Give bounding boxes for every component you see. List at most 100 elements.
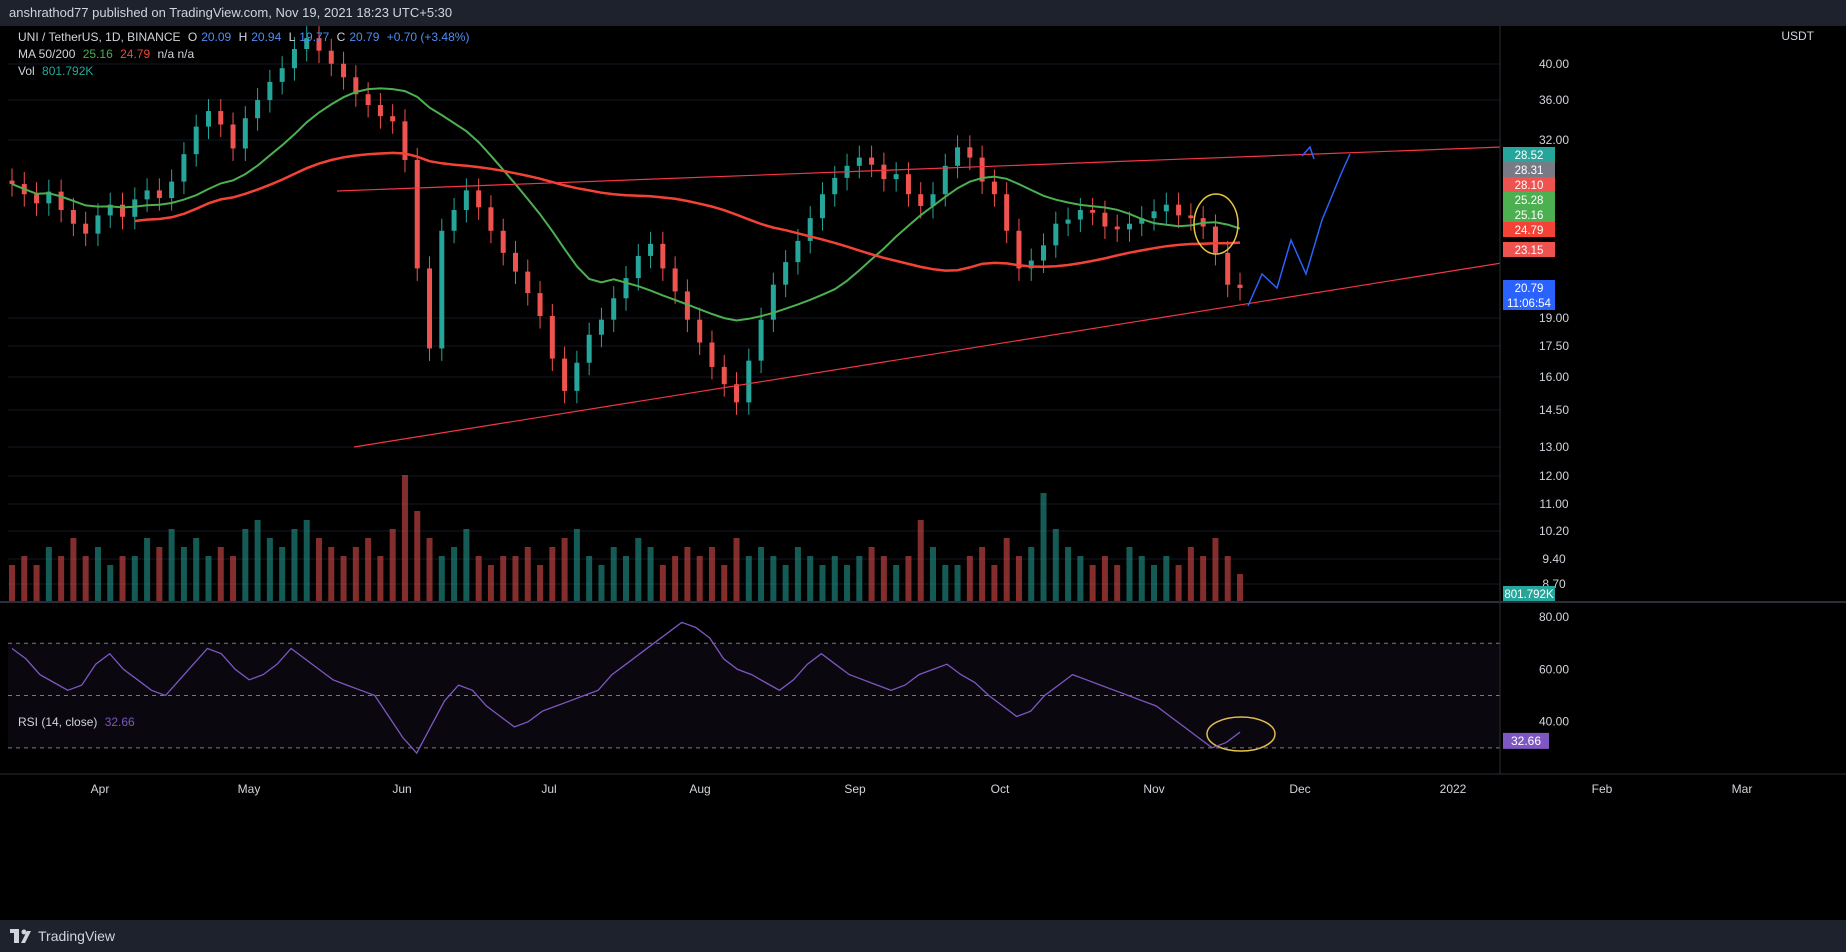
volume-bar: [647, 547, 654, 601]
candle-body: [525, 271, 531, 294]
volume-bar: [377, 556, 384, 601]
candle-body: [34, 194, 40, 204]
volume-bar: [880, 556, 887, 601]
volume-bar: [573, 529, 580, 601]
rsi-tick-label: 80.00: [1539, 610, 1569, 624]
candle-body: [562, 358, 568, 391]
volume-bar: [21, 556, 28, 601]
candle-body: [83, 223, 89, 234]
candle-body: [734, 384, 740, 403]
candle-body: [721, 366, 727, 385]
candle-body: [1237, 284, 1243, 289]
candle-body: [1176, 204, 1182, 216]
volume-bar: [279, 547, 286, 601]
candle-body: [1102, 212, 1108, 227]
volume-bar: [475, 556, 482, 601]
candle-body: [930, 194, 936, 206]
candle-body: [230, 124, 236, 149]
price-badge: [1503, 192, 1555, 207]
moving-averages: [11, 87, 1241, 322]
volume-bar: [856, 556, 863, 601]
volume-bar: [745, 556, 752, 601]
volume-bar: [1101, 556, 1108, 601]
volume-bar: [426, 538, 433, 601]
candle-body: [120, 204, 126, 217]
volume-bar: [1187, 547, 1194, 601]
lower-trendline: [353, 255, 1546, 448]
volume-bar: [451, 547, 458, 601]
price-badge: [1503, 162, 1555, 177]
projection-path: [1247, 153, 1351, 307]
candle-body: [279, 68, 285, 82]
candle-body: [328, 50, 334, 64]
volume-bar: [401, 475, 408, 601]
volume-bar: [82, 556, 89, 601]
price-tick-label: 11.00: [1539, 497, 1568, 511]
volume-bar: [598, 565, 605, 601]
grid: [8, 63, 1500, 585]
volume-bar: [180, 547, 187, 601]
price-tick-label: 9.40: [1542, 552, 1566, 566]
legend-symbol: UNI / TetherUS, 1D, BINANCE: [18, 30, 181, 44]
legend-h-label: H: [238, 30, 248, 44]
candle-body: [439, 230, 445, 349]
candle-body: [1090, 209, 1096, 213]
volume-bar: [1200, 556, 1207, 601]
candle-body: [942, 165, 948, 195]
candle-body: [107, 204, 113, 216]
volume-bar: [979, 547, 986, 601]
candle-body: [316, 38, 322, 51]
ma200-line: [134, 151, 1241, 272]
volume-bar: [9, 565, 15, 601]
volume-bar: [831, 556, 838, 601]
volume-bar: [156, 547, 163, 601]
price-tick-label: 14.50: [1539, 403, 1569, 417]
volume-bar: [1077, 556, 1084, 601]
price-badge-text: 24.79: [1515, 225, 1544, 237]
volume-bar: [782, 565, 789, 601]
x-tick-label: Aug: [689, 782, 710, 796]
trendlines: [336, 141, 1636, 752]
candle-body: [991, 181, 997, 195]
price-tick-label: 13.00: [1539, 440, 1569, 454]
candle-body: [156, 190, 162, 199]
volume-bar: [954, 565, 961, 601]
candle-body: [1077, 209, 1083, 220]
price-badge-text: 11:06:54: [1507, 298, 1552, 310]
candle-body: [1139, 218, 1145, 224]
candle-body: [1016, 230, 1022, 269]
price-tick-label: 16.00: [1539, 370, 1569, 384]
volume-bar: [1126, 547, 1133, 601]
price-badge: [1503, 147, 1555, 162]
candle-body: [341, 63, 347, 78]
x-tick-label: May: [238, 782, 261, 796]
volume-bar: [463, 529, 470, 601]
candle-body: [537, 293, 543, 317]
volume-bar: [1028, 547, 1035, 601]
candle-body: [402, 121, 408, 160]
volume-bar: [1052, 529, 1059, 601]
tradingview-logo-icon: [10, 929, 31, 943]
candle-body: [46, 191, 52, 204]
price-badge-text: 28.52: [1515, 150, 1544, 162]
volume-bar: [524, 547, 531, 601]
price-badge-text: 20.79: [1515, 283, 1544, 295]
volume-bar: [230, 556, 237, 601]
legend-rsi-label: RSI (14, close): [18, 715, 98, 729]
chart-canvas[interactable]: 40.00 36.00 32.00 19.00 17.50 16.00 14.50 13.00…: [0, 26, 1846, 920]
candle-body: [881, 164, 887, 180]
volume-bar: [635, 538, 642, 601]
legend-l-label: L: [288, 30, 296, 44]
rsi-pane: [8, 621, 1500, 755]
volume-bar: [131, 556, 138, 601]
volume-bar: [1138, 556, 1145, 601]
volume-bar: [512, 556, 519, 601]
candle-body: [500, 230, 506, 253]
legend-vol-label: Vol: [18, 64, 35, 78]
candle-body: [1028, 260, 1034, 269]
legend-low: 19.77: [299, 30, 330, 44]
candle-body: [512, 252, 518, 272]
volume-bar: [758, 547, 765, 601]
x-tick-label: Oct: [991, 782, 1010, 796]
volume-bar: [94, 547, 101, 601]
